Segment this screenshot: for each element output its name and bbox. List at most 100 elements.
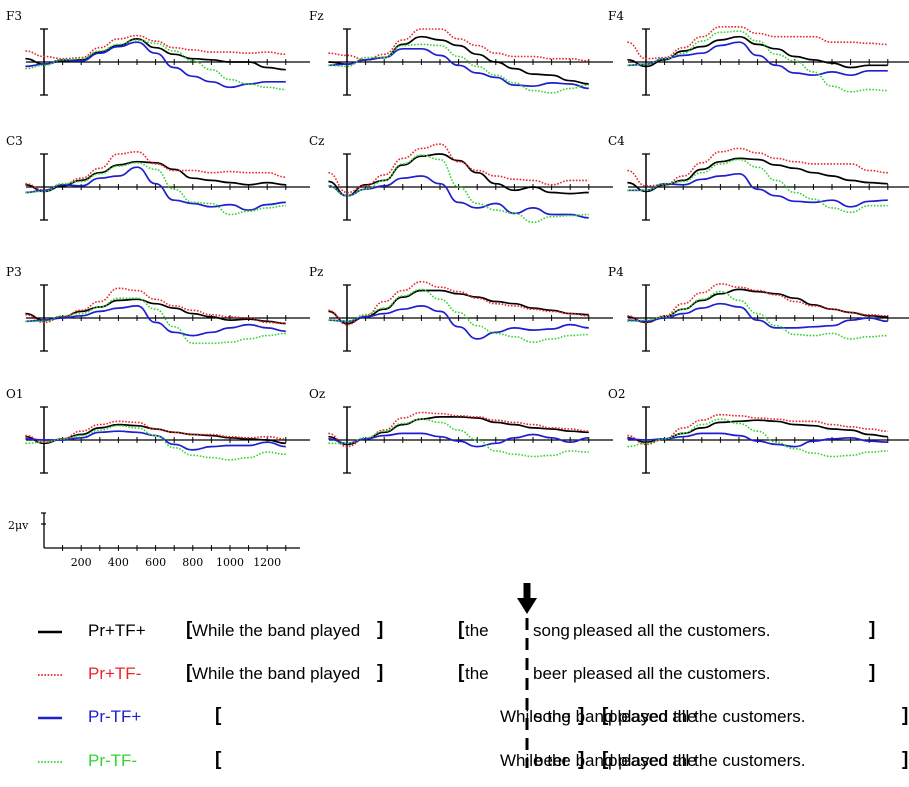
phrase-bracket: [ <box>215 749 222 770</box>
legend-label: Pr+TF- <box>88 664 142 683</box>
series-line-prmtfp <box>627 302 888 329</box>
scale-label: 2μv <box>8 519 29 532</box>
series-line-prmtfm <box>25 39 286 91</box>
panel-cz: Cz <box>309 134 613 224</box>
x-tick-label: 600 <box>145 556 166 569</box>
series-line-prptfm <box>627 147 888 187</box>
legend-label: Pr-TF- <box>88 751 138 770</box>
phrase-bracket: ] <box>902 749 909 770</box>
series-line-prmtfm <box>25 161 286 216</box>
series-line-prptfm <box>328 411 589 448</box>
series-line-prptfm <box>25 34 286 60</box>
sentence-fragment: While the band played <box>192 664 361 683</box>
series-line-prmtfm <box>328 288 589 344</box>
series-line-prptfm <box>328 143 589 194</box>
panel-label: C3 <box>6 134 23 148</box>
series-line-prptfm <box>328 28 589 62</box>
sentence-fragment: While the band played the <box>500 751 697 770</box>
scale-key: 2μv 200 400 600 800 1000 1200 <box>8 512 300 569</box>
series-line-prptfm <box>25 420 286 444</box>
sentence-fragment: song <box>534 707 571 726</box>
series-line-prmtfp <box>328 47 589 90</box>
panel-f4: F4 <box>608 9 909 96</box>
series-line-prmtfm <box>25 424 286 461</box>
legend-label: Pr-TF+ <box>88 707 142 726</box>
panel-o2: O2 <box>608 387 909 474</box>
panel-label: O2 <box>608 387 625 401</box>
sentence-fragment: pleased all the customers. <box>573 621 771 640</box>
panel-p4: P4 <box>608 265 909 352</box>
x-tick-label: 1200 <box>253 556 281 569</box>
x-tick-label: 1000 <box>216 556 244 569</box>
x-tick-label: 800 <box>182 556 203 569</box>
panel-label: Pz <box>309 265 323 279</box>
series-line-prmtfp <box>328 175 589 219</box>
series-line-prmtfm <box>627 158 888 214</box>
x-tick-label: 200 <box>71 556 92 569</box>
panel-pz: Pz <box>309 265 613 352</box>
series-line-prmtfp <box>328 432 589 448</box>
arrow-shaft <box>523 583 531 600</box>
series-line-prmtfp <box>627 172 888 208</box>
panel-label: F3 <box>6 9 22 23</box>
panel-o1: O1 <box>6 387 310 474</box>
panel-c3: C3 <box>6 134 310 221</box>
series-line-prptfm <box>627 283 888 324</box>
phrase-bracket: [ <box>186 619 193 640</box>
sentence-fragment: pleased all the customers. <box>573 664 771 683</box>
series-line-prptfm <box>25 287 286 325</box>
series-line-prmtfm <box>328 43 589 94</box>
series-line-prptfm <box>627 413 888 446</box>
sentence-fragment: song <box>533 621 570 640</box>
phrase-bracket: ] <box>902 705 909 726</box>
phrase-bracket: [ <box>186 662 193 683</box>
phrase-bracket: ] <box>578 749 585 770</box>
panel-label: P3 <box>6 265 22 279</box>
panel-p3: P3 <box>6 265 310 352</box>
series-line-prmtfp <box>25 166 286 211</box>
phrase-bracket: [ <box>602 705 609 726</box>
phrase-bracket: [ <box>602 749 609 770</box>
series-line-prmtfm <box>627 30 888 93</box>
phrase-bracket: ] <box>377 662 384 683</box>
sentence-fragment: While the band played <box>192 621 361 640</box>
panel-label: Cz <box>309 134 325 148</box>
phrase-bracket: [ <box>458 662 465 683</box>
sentence-fragment: beer <box>533 664 568 683</box>
phrase-bracket: ] <box>869 619 876 640</box>
phrase-bracket: ] <box>377 619 384 640</box>
panel-label: O1 <box>6 387 23 401</box>
series-line-prmtfm <box>627 290 888 340</box>
panel-label: Oz <box>309 387 325 401</box>
series-line-prmtfp <box>627 41 888 77</box>
series-line-prmtfp <box>328 305 589 340</box>
panel-fz: Fz <box>309 9 613 96</box>
panel-c4: C4 <box>608 134 909 221</box>
series-line-prptfm <box>627 25 888 60</box>
sentence-fragment: pleased all the customers. <box>608 707 806 726</box>
series-line-prmtfp <box>25 41 286 89</box>
series-line-prmtfp <box>627 432 888 448</box>
sentence-fragment: While the band played the <box>500 707 697 726</box>
panel-label: Fz <box>309 9 324 23</box>
series-line-prptfp <box>25 38 286 71</box>
sentence-fragment: the <box>465 621 489 640</box>
phrase-bracket: ] <box>869 662 876 683</box>
legend-label: Pr+TF+ <box>88 621 146 640</box>
phrase-bracket: ] <box>578 705 585 726</box>
panel-label: C4 <box>608 134 625 148</box>
series-line-prptfp <box>328 289 589 325</box>
panel-label: F4 <box>608 9 624 23</box>
sentence-fragment: pleased all the customers. <box>608 751 806 770</box>
series-line-prmtfm <box>627 418 888 458</box>
x-tick-label: 400 <box>108 556 129 569</box>
phrase-bracket: [ <box>458 619 465 640</box>
series-line-prmtfm <box>328 154 589 224</box>
phrase-bracket: [ <box>215 705 222 726</box>
panel-label: P4 <box>608 265 624 279</box>
series-line-prmtfp <box>25 305 286 337</box>
panel-oz: Oz <box>309 387 613 474</box>
series-line-prmtfm <box>25 297 286 345</box>
sentence-fragment: beer <box>534 751 569 770</box>
